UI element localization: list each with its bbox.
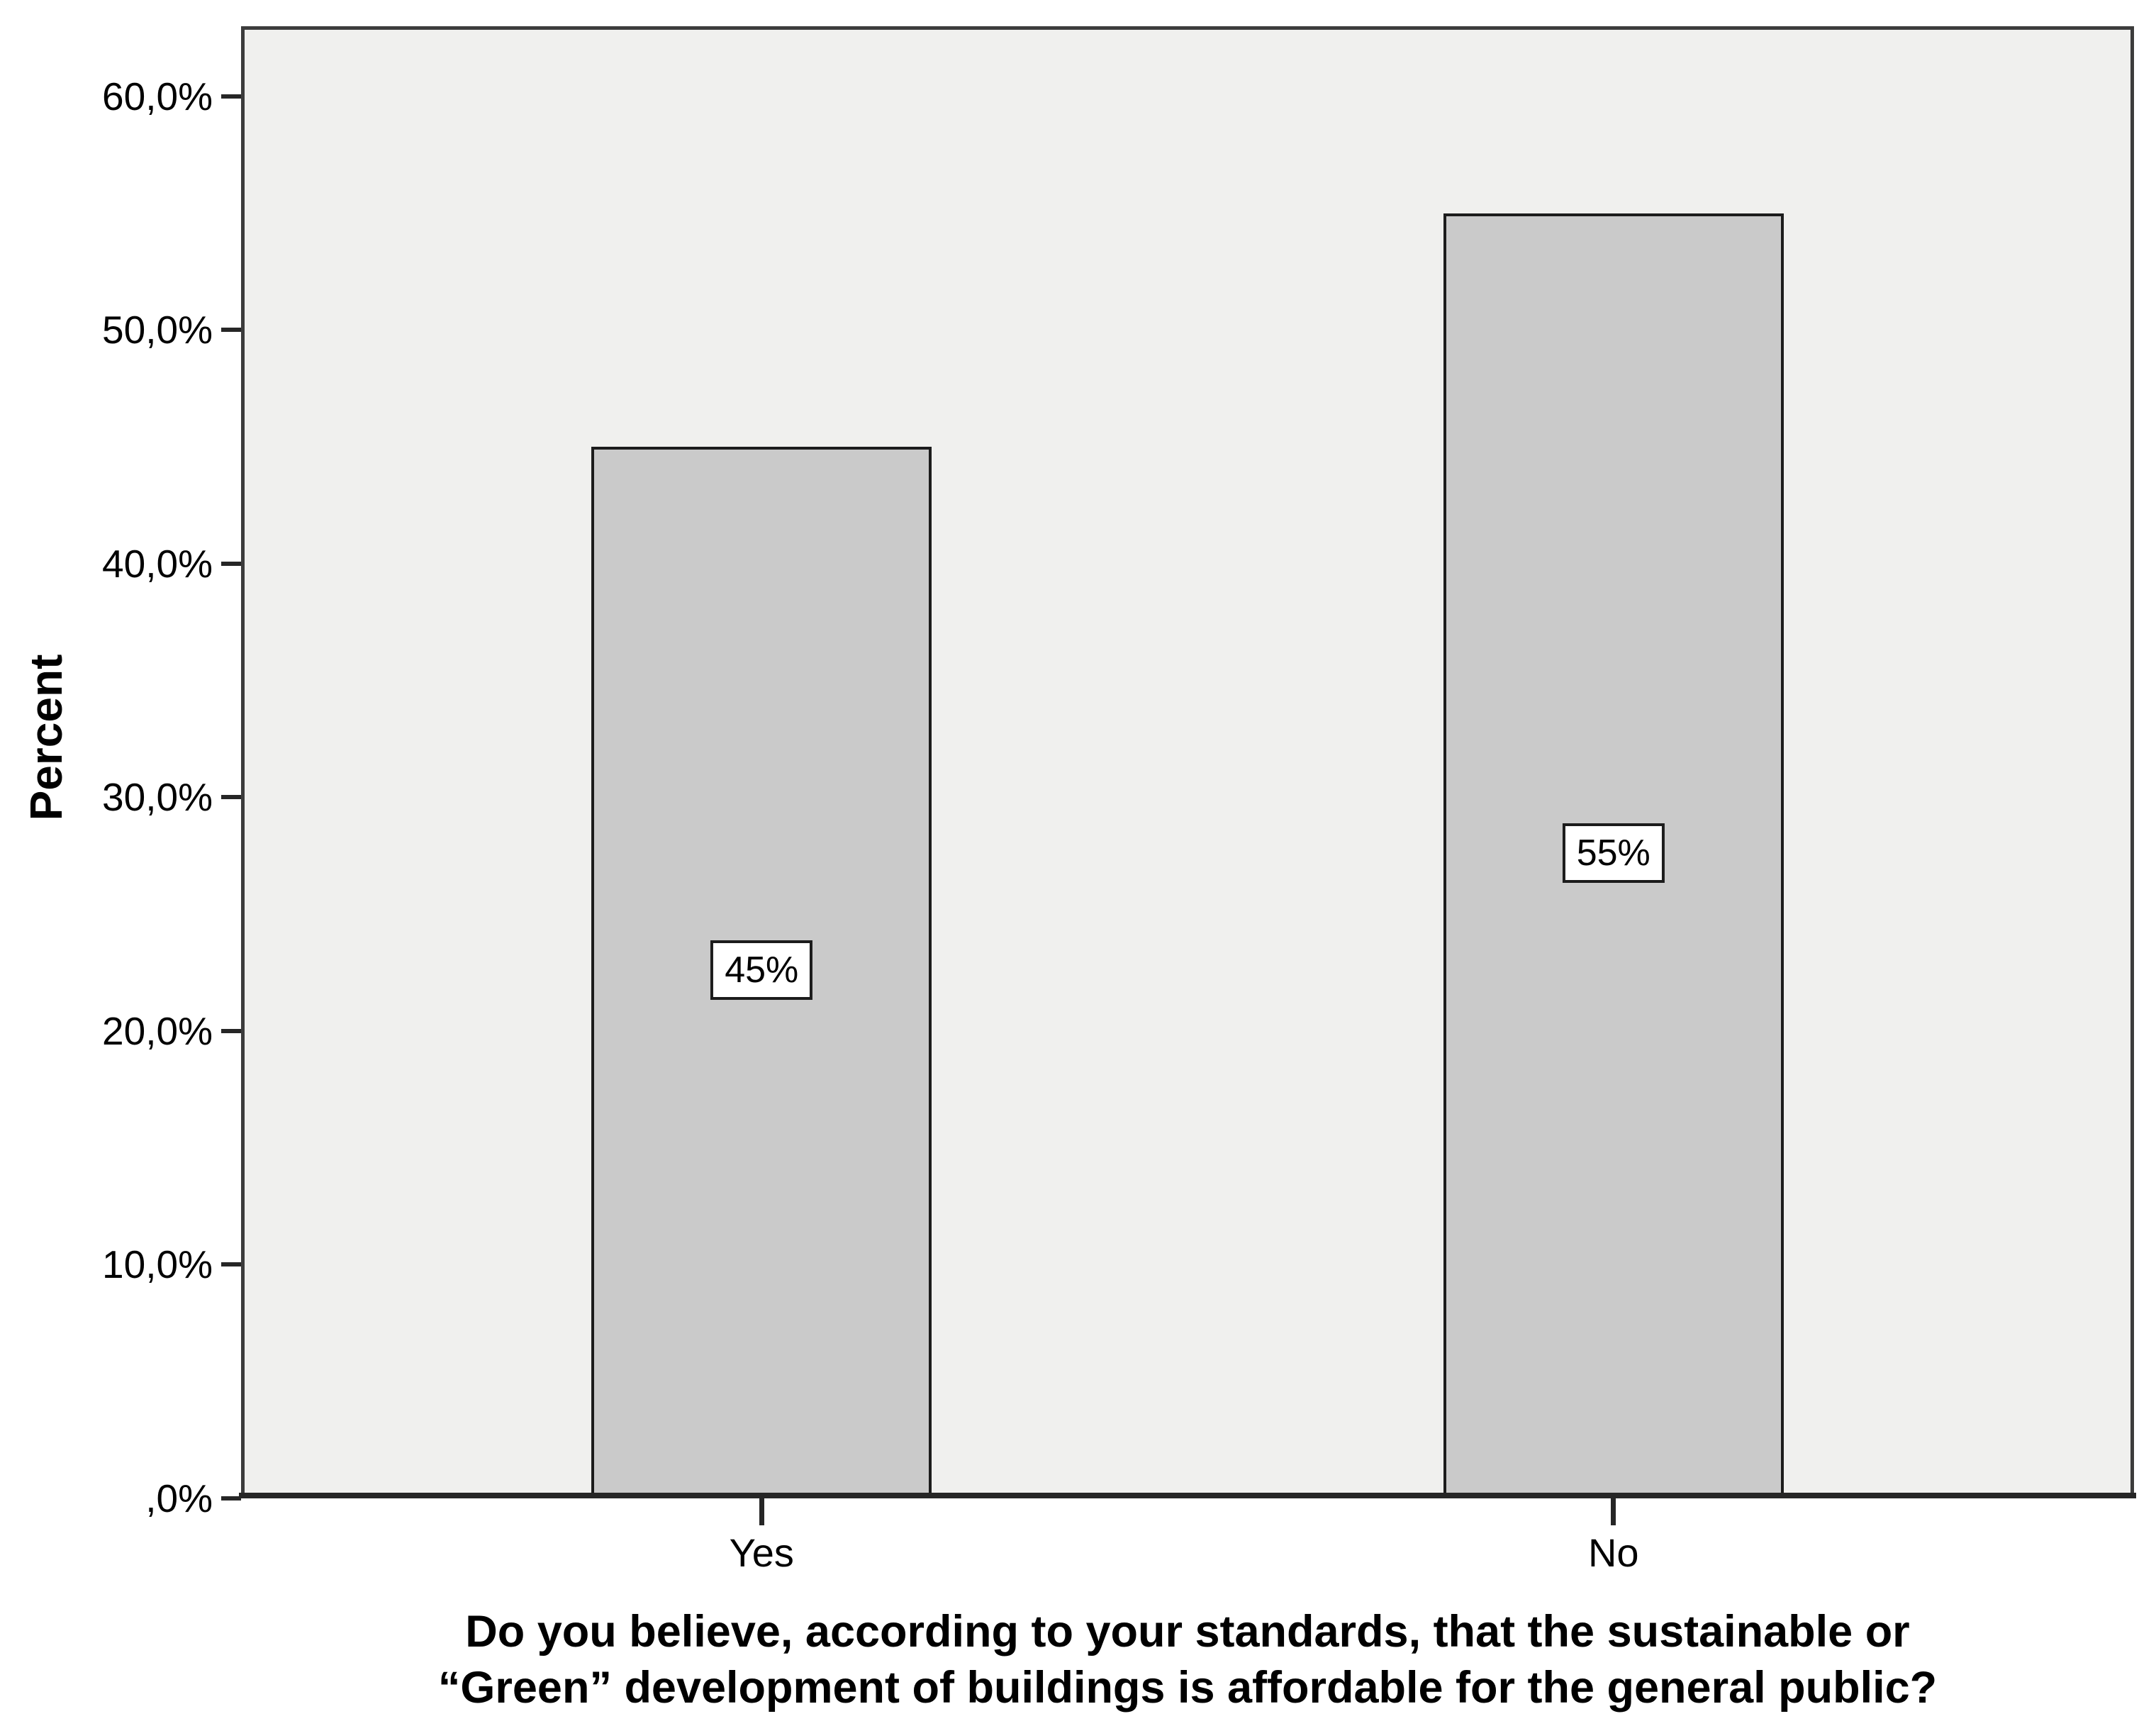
y-tick-label: 40,0% [102,541,213,586]
y-tick-label: 20,0% [102,1008,213,1053]
x-tick-mark [759,1498,764,1525]
y-tick-mark [221,1028,241,1033]
y-tick-label: 30,0% [102,775,213,820]
y-tick-mark [221,561,241,566]
y-tick-mark [221,795,241,800]
y-tick-label: 50,0% [102,308,213,352]
y-tick-mark [221,94,241,99]
x-axis-title: Do you believe, according to your standa… [241,1604,2134,1716]
bar-value-label-no: 55% [1562,823,1665,883]
x-category-label-yes: Yes [729,1530,794,1575]
bar-value-label-yes: 45% [710,940,813,1000]
x-axis-title-line-2: “Green” development of buildings is affo… [437,1663,1938,1713]
y-tick-label: 10,0% [102,1242,213,1287]
x-tick-mark [1611,1498,1616,1525]
x-axis-title-line-1: Do you believe, according to your standa… [465,1607,1910,1657]
x-axis-line [239,1493,2136,1498]
plot-area [241,26,2134,1498]
y-tick-mark [221,1262,241,1267]
y-tick-mark [221,1496,241,1500]
y-tick-mark [221,328,241,333]
y-axis-title: Percent [21,654,72,821]
y-tick-label: 60,0% [102,74,213,118]
x-category-label-no: No [1587,1530,1639,1575]
y-tick-label: ,0% [145,1476,213,1520]
